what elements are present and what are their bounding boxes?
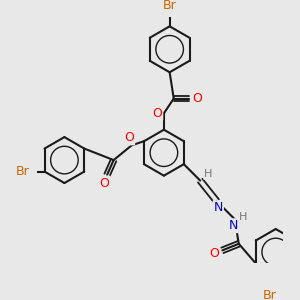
Text: N: N: [214, 201, 223, 214]
Text: O: O: [100, 176, 110, 190]
Text: Br: Br: [262, 289, 276, 300]
Text: Br: Br: [16, 165, 29, 178]
Text: N: N: [228, 219, 238, 232]
Text: H: H: [239, 212, 247, 222]
Text: H: H: [204, 169, 213, 179]
Text: Br: Br: [163, 0, 176, 12]
Text: O: O: [209, 247, 219, 260]
Text: O: O: [124, 131, 134, 144]
Text: O: O: [152, 107, 162, 120]
Text: O: O: [192, 92, 202, 105]
